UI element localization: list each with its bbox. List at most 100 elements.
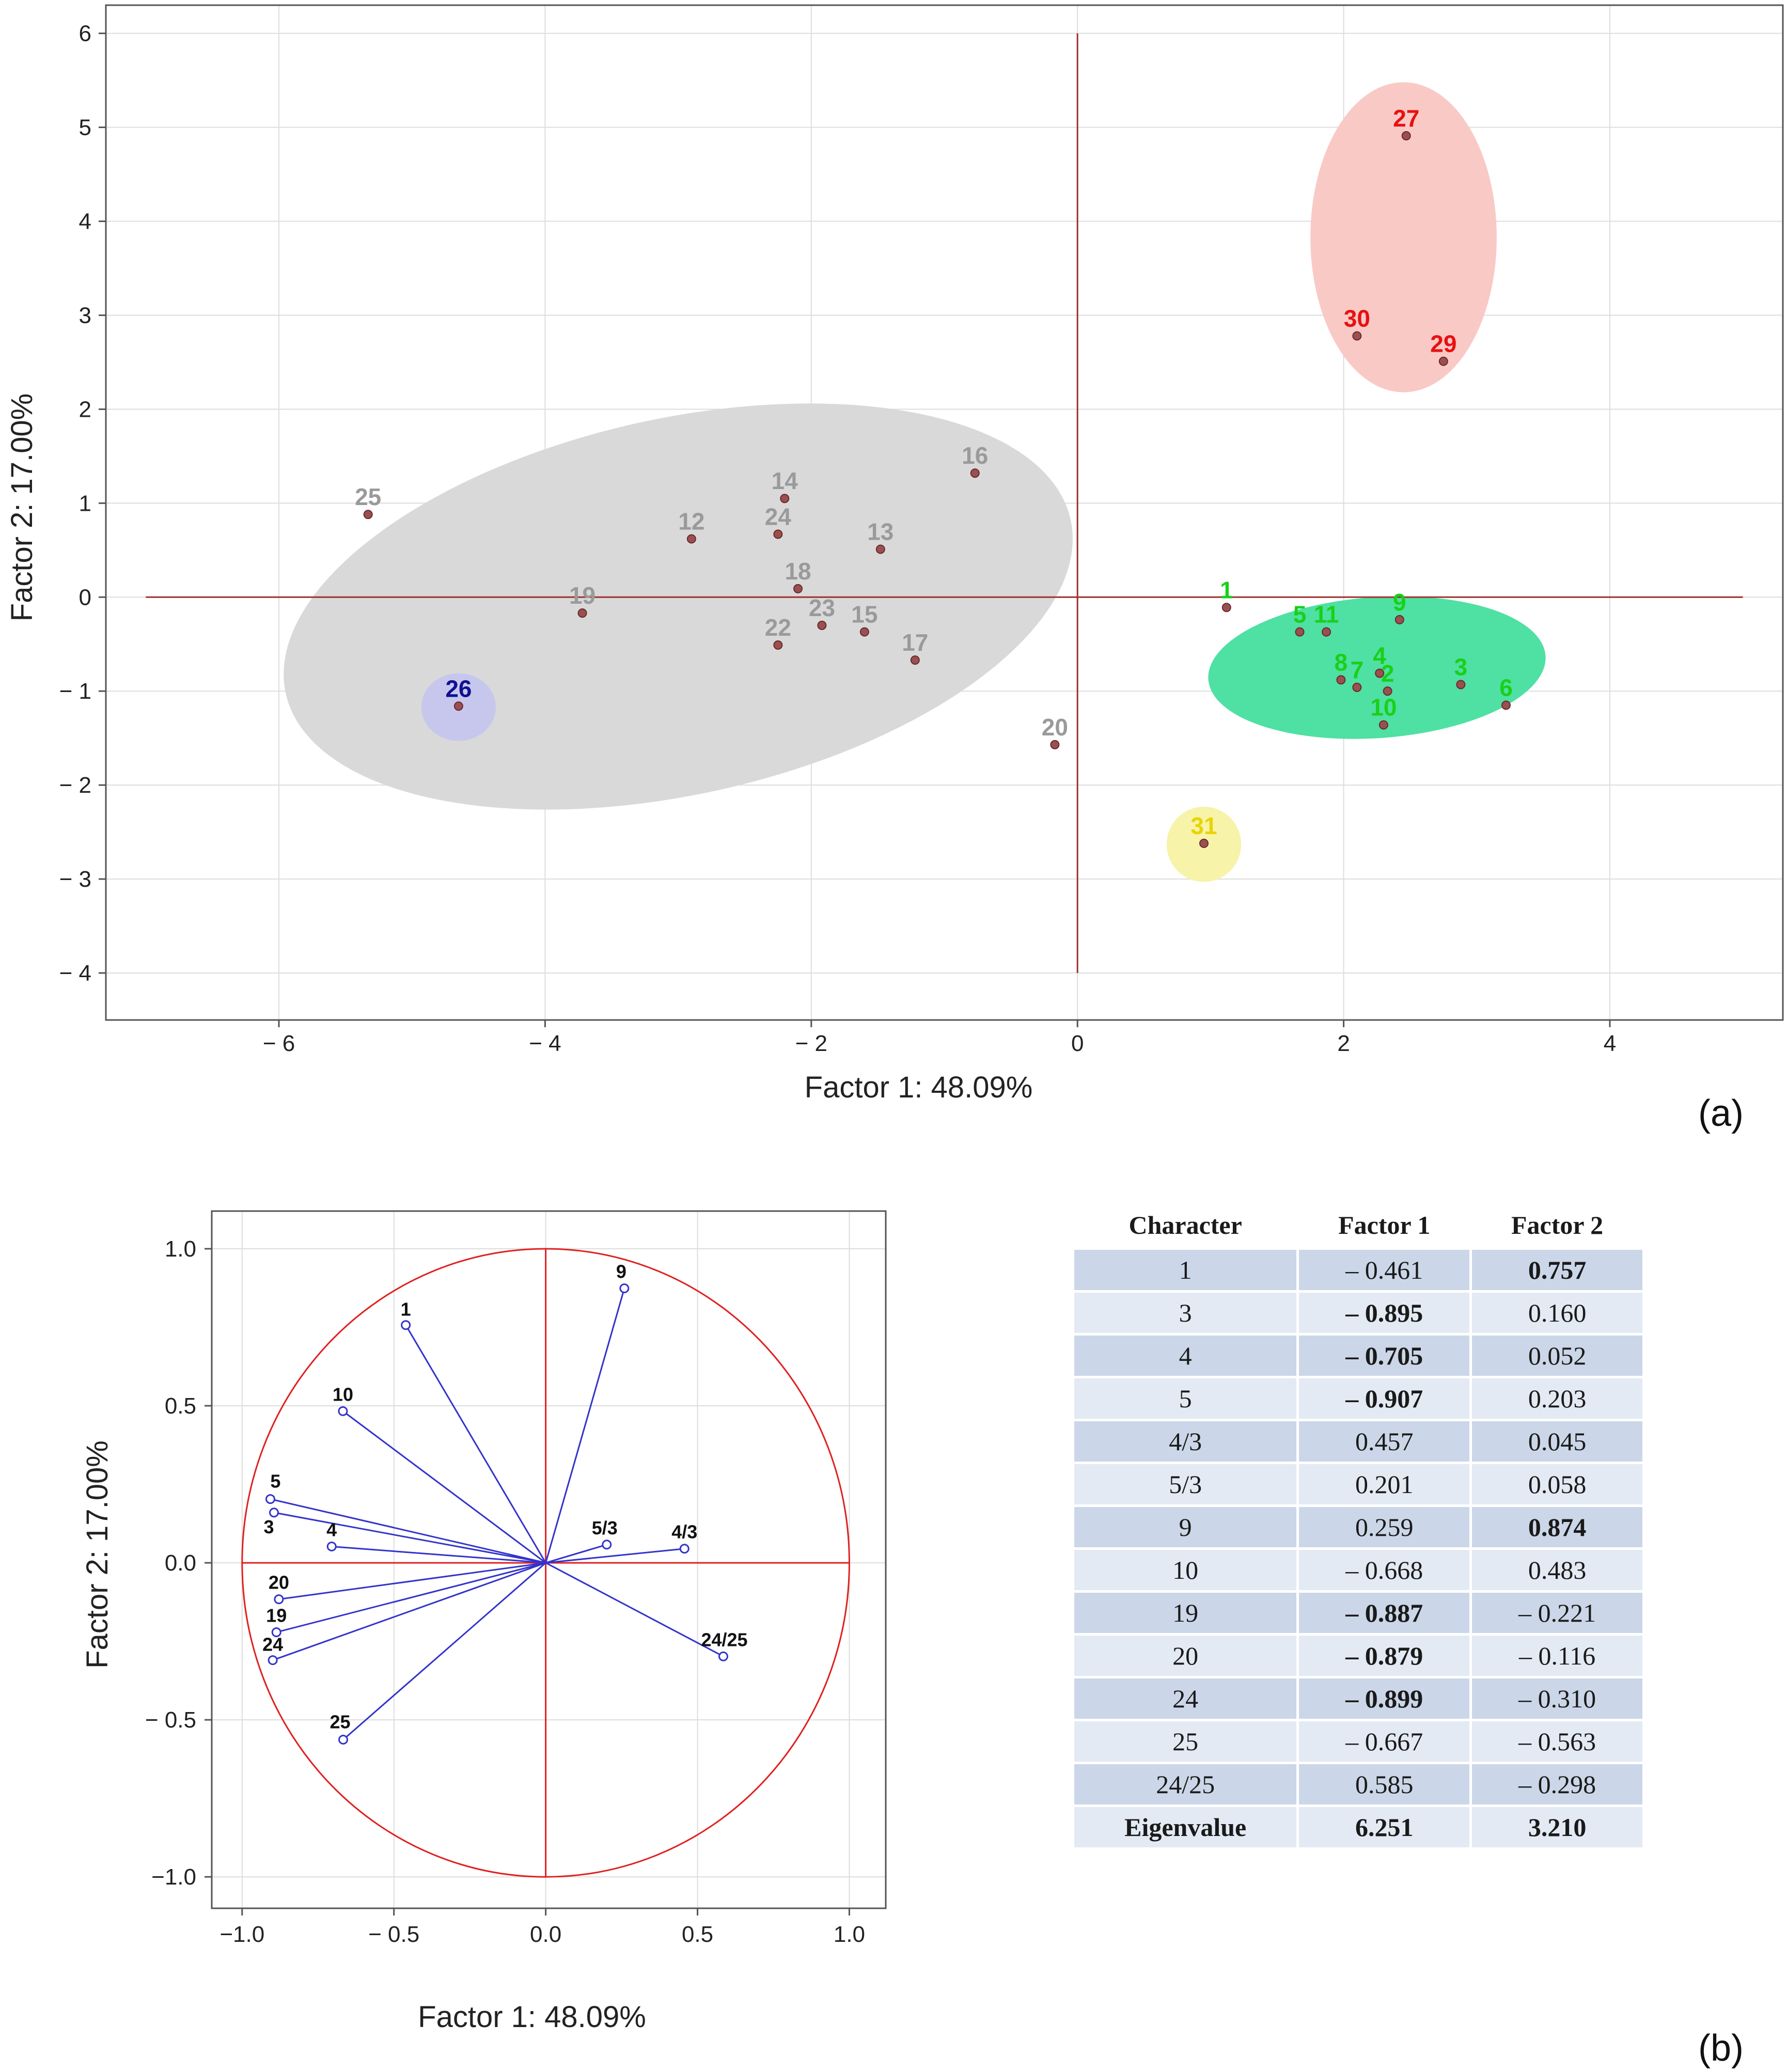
y-axis-title: Factor 2: 17.00%: [5, 394, 39, 622]
table-row: 25– 0.667– 0.563: [1074, 1721, 1642, 1762]
loading-vector: [405, 1324, 546, 1563]
table-row: 10– 0.668 0.483: [1074, 1550, 1642, 1590]
vector-endpoint: [326, 1541, 337, 1551]
y-tick-label: 5: [79, 115, 91, 140]
y-tick-label: 0.0: [165, 1550, 196, 1576]
factor-1-cell: – 0.879: [1299, 1636, 1470, 1676]
character-cell: Eigenvalue: [1074, 1807, 1297, 1847]
data-point: [577, 608, 587, 618]
factor-2-cell: – 0.310: [1472, 1678, 1642, 1719]
factor-1-cell: – 0.705: [1299, 1336, 1470, 1376]
point-label: 19: [569, 582, 595, 609]
loading-vector: [545, 1288, 625, 1563]
header-factor-1: Factor 1: [1299, 1206, 1470, 1247]
header-factor-2: Factor 2: [1472, 1206, 1642, 1247]
vector-endpoint: [268, 1655, 278, 1666]
x-tick-label: −1.0: [220, 1922, 264, 1947]
y-tick-label: 3: [79, 303, 91, 328]
data-point: [1336, 675, 1346, 685]
cluster-ellipse-red: [1310, 82, 1497, 393]
vector-label: 20: [269, 1572, 289, 1593]
vector-endpoint: [271, 1627, 281, 1637]
loading-vector: [342, 1562, 546, 1740]
data-point: [910, 655, 920, 665]
factor-2-cell: – 0.116: [1472, 1636, 1642, 1676]
factor-2-cell: 0.483: [1472, 1550, 1642, 1590]
data-point: [1383, 686, 1392, 696]
factor-1-cell: – 0.887: [1299, 1593, 1470, 1633]
loading-vector: [545, 1544, 607, 1564]
y-axis-title: Factor 2: 17.00%: [81, 1440, 114, 1669]
data-point: [1501, 700, 1511, 710]
x-tick-label: 4: [1604, 1031, 1616, 1056]
table-row: 20– 0.879– 0.116: [1074, 1636, 1642, 1676]
data-point: [1375, 668, 1385, 678]
data-point: [1295, 627, 1305, 637]
factor-2-cell: 0.052: [1472, 1336, 1642, 1376]
loading-vector: [545, 1562, 724, 1657]
header-character: Character: [1074, 1206, 1297, 1247]
point-label: 29: [1430, 331, 1456, 357]
point-label: 9: [1393, 589, 1406, 616]
vector-endpoint: [679, 1544, 689, 1554]
table-row: 4/3 0.457 0.045: [1074, 1421, 1642, 1462]
data-point: [1401, 131, 1411, 140]
loading-vector: [270, 1498, 546, 1564]
table-row: 4– 0.705 0.052: [1074, 1336, 1642, 1376]
point-label: 13: [867, 518, 894, 545]
point-label: 31: [1190, 812, 1217, 839]
data-point: [773, 529, 783, 539]
point-label: 4: [1373, 642, 1386, 669]
factor-1-cell: – 0.668: [1299, 1550, 1470, 1590]
x-tick-label: 0: [1071, 1031, 1084, 1056]
character-cell: 4/3: [1074, 1421, 1297, 1462]
factor-1-cell: 6.251: [1299, 1807, 1470, 1847]
factor-1-cell: – 0.907: [1299, 1378, 1470, 1419]
factor-2-cell: 0.203: [1472, 1378, 1642, 1419]
point-label: 6: [1499, 674, 1513, 701]
point-label: 10: [1370, 694, 1397, 721]
x-tick-label: − 0.5: [368, 1922, 419, 1947]
factor-2-cell: – 0.221: [1472, 1593, 1642, 1633]
table-row: 24– 0.899– 0.310: [1074, 1678, 1642, 1719]
point-label: 23: [809, 594, 835, 621]
x-tick-label: 0.0: [530, 1922, 561, 1947]
vector-label: 24/25: [701, 1629, 747, 1650]
factor-2-cell: 0.874: [1472, 1507, 1642, 1547]
x-tick-label: 1.0: [834, 1922, 865, 1947]
y-tick-label: 6: [79, 21, 91, 46]
character-cell: 19: [1074, 1593, 1297, 1633]
vector-endpoint: [269, 1508, 279, 1518]
x-tick-label: − 6: [263, 1031, 295, 1056]
vector-label: 1: [401, 1299, 411, 1320]
panel-letter-b: (b): [1698, 2028, 1744, 2069]
data-point: [1199, 838, 1209, 848]
point-label: 16: [962, 442, 988, 469]
loading-vector: [342, 1410, 546, 1564]
y-tick-label: − 3: [59, 867, 91, 892]
table-row: 3– 0.895 0.160: [1074, 1293, 1642, 1333]
data-point: [1438, 356, 1448, 366]
loading-vector: [545, 1548, 685, 1564]
y-tick-label: − 2: [59, 773, 91, 798]
vector-label: 3: [263, 1516, 274, 1537]
correlation-circle-panel-b: −1.0 − 0.5 0.0 0.5 1.0 1.0 0.5 0.0 − 0.5 −1.0 Fact…: [81, 1210, 887, 2034]
x-tick-label: 2: [1337, 1031, 1350, 1056]
character-cell: 1: [1074, 1250, 1297, 1290]
data-point: [773, 640, 783, 650]
y-tick-label: 0: [79, 585, 91, 610]
vector-endpoint: [619, 1283, 630, 1294]
y-tick-label: 4: [79, 209, 91, 234]
table-row: 19– 0.887– 0.221: [1074, 1593, 1642, 1633]
point-label: 25: [355, 483, 381, 510]
factor-loadings-table: Character Factor 1 Factor 2 1– 0.461 0.75…: [1072, 1203, 1645, 1850]
y-tick-label: 2: [79, 397, 91, 422]
plot-frame: [211, 1210, 887, 1909]
table-row: 24/25 0.585– 0.298: [1074, 1764, 1642, 1804]
loading-vector: [276, 1562, 546, 1633]
vector-label: 5: [270, 1471, 280, 1492]
factor-1-cell: 0.585: [1299, 1764, 1470, 1804]
data-point: [780, 494, 790, 504]
point-label: 2: [1381, 660, 1394, 687]
